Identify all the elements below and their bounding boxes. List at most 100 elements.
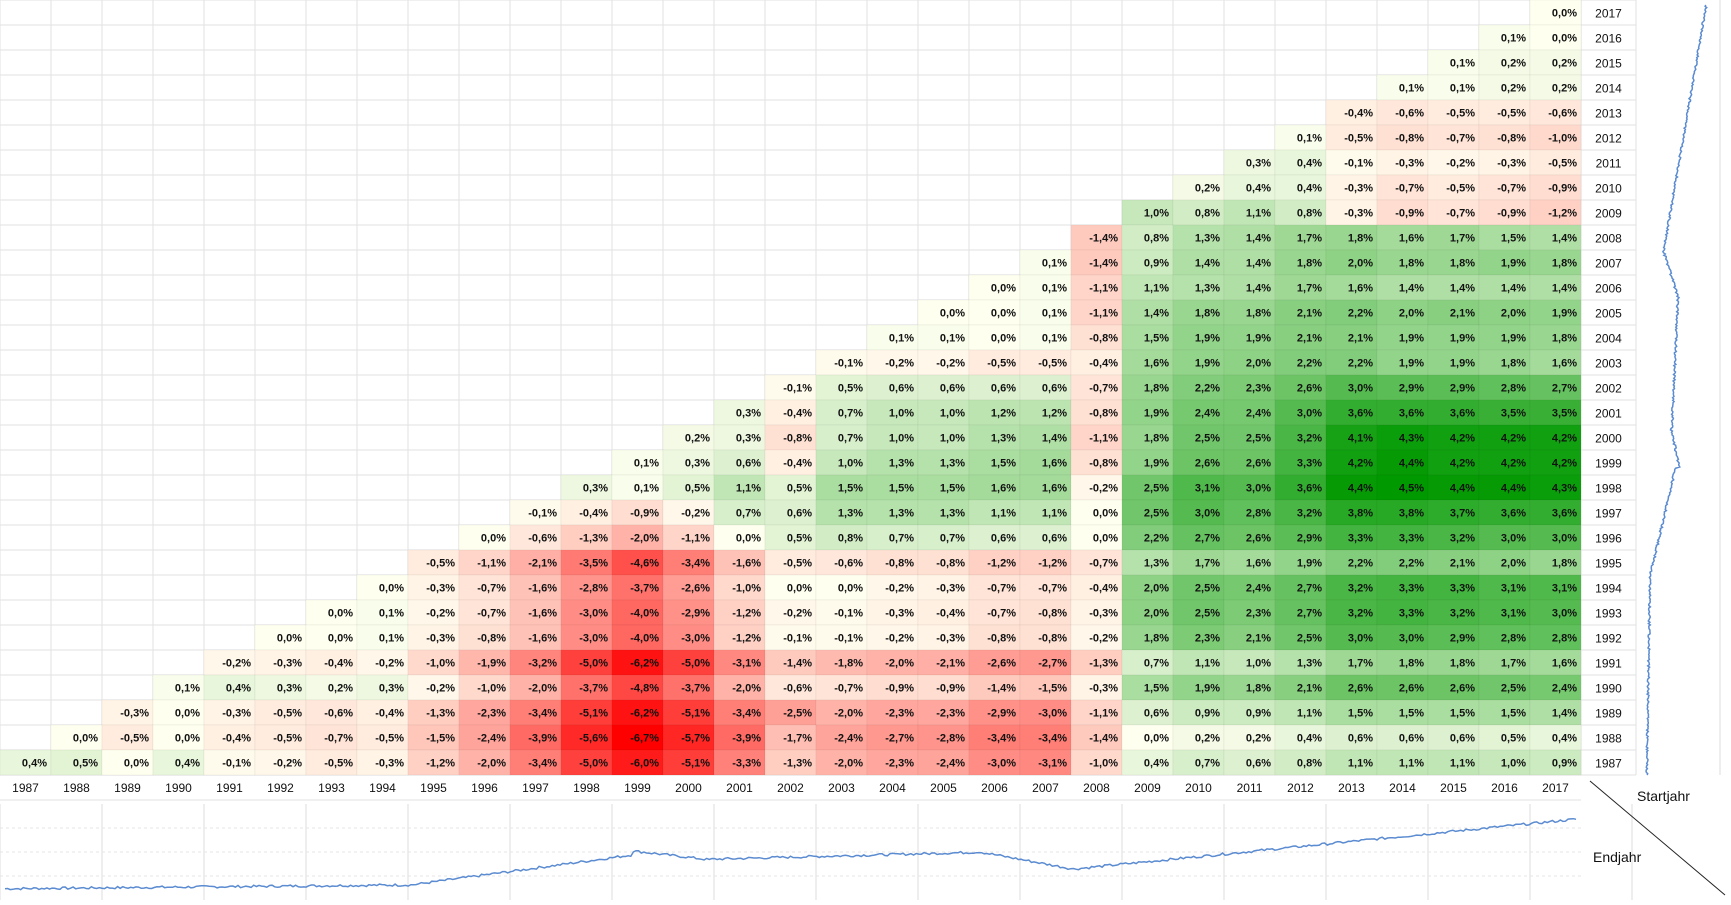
heatmap-cell-label: -0,4%: [222, 733, 251, 745]
heatmap-cell-label: -1,5%: [426, 733, 455, 745]
heatmap-cell-label: 2,5%: [1144, 508, 1169, 520]
heatmap-cell-label: 0,1%: [940, 333, 965, 345]
heatmap-cell: [968, 299, 1021, 326]
heatmap-cell-label: 3,8%: [1348, 508, 1373, 520]
heatmap-cell-label: -0,7%: [1497, 183, 1526, 195]
heatmap-cell-label: -0,2%: [426, 683, 455, 695]
heatmap-cell-label: 2,5%: [1501, 683, 1526, 695]
heatmap-cell-label: 2,1%: [1450, 558, 1475, 570]
heatmap-cell-label: -0,2%: [885, 633, 914, 645]
heatmap-cell-label: 1,8%: [1399, 258, 1424, 270]
heatmap-cell: [1019, 424, 1072, 451]
heatmap-cell: [968, 349, 1021, 376]
heatmap-cell-label: 0,5%: [787, 533, 812, 545]
heatmap-cell: [1223, 274, 1276, 301]
heatmap-cell-label: 1,8%: [1246, 308, 1271, 320]
heatmap-cell-label: 0,4%: [1246, 183, 1271, 195]
heatmap-cell-label: 3,3%: [1399, 583, 1424, 595]
heatmap-cell-label: 1,5%: [1501, 708, 1526, 720]
heatmap-cell: [1529, 0, 1582, 26]
endjahr-tick-label: 1998: [573, 781, 600, 795]
heatmap-cell: [815, 524, 868, 551]
heatmap-cell: [560, 499, 613, 526]
heatmap-cell: [1529, 99, 1582, 126]
heatmap-cell-label: 3,1%: [1195, 483, 1220, 495]
heatmap-cell-label: -3,0%: [681, 633, 710, 645]
heatmap-cell: [1019, 649, 1072, 676]
heatmap-cell: [968, 324, 1021, 351]
heatmap-cell: [560, 574, 613, 601]
heatmap-cell: [1529, 399, 1582, 426]
heatmap-cell-label: 0,4%: [1297, 183, 1322, 195]
heatmap-cell: [1529, 24, 1582, 51]
heatmap-cell-label: 2,5%: [1297, 633, 1322, 645]
heatmap-cell-label: 1,3%: [889, 508, 914, 520]
heatmap-cell-label: 4,4%: [1501, 483, 1526, 495]
heatmap-cell-label: -3,7%: [630, 583, 659, 595]
startjahr-tick-label: 2002: [1595, 382, 1622, 396]
heatmap-cell: [1070, 424, 1123, 451]
heatmap-cell: [1223, 599, 1276, 626]
heatmap-cell-label: 1,4%: [1195, 258, 1220, 270]
heatmap-cell-label: -3,7%: [681, 683, 710, 695]
heatmap-cell-label: 3,2%: [1348, 583, 1373, 595]
heatmap-cell-label: 0,9%: [1246, 708, 1271, 720]
heatmap-cell-label: -2,4%: [477, 733, 506, 745]
heatmap-cell: [1121, 249, 1174, 276]
heatmap-cell-label: 1,2%: [1042, 408, 1067, 420]
heatmap-cell: [1529, 574, 1582, 601]
heatmap-cell: [917, 574, 970, 601]
heatmap-cell: [1529, 324, 1582, 351]
heatmap-cell-label: -2,0%: [885, 658, 914, 670]
heatmap-cell: [662, 649, 715, 676]
price-index-line-horizontal: [4, 817, 1577, 891]
heatmap-cell-label: 1,5%: [991, 458, 1016, 470]
heatmap-cell: [1529, 599, 1582, 626]
heatmap-cell: [662, 624, 715, 651]
heatmap-cell-label: 1,6%: [1042, 458, 1067, 470]
heatmap-cell-label: -0,6%: [1548, 108, 1577, 120]
heatmap-cell: [1121, 624, 1174, 651]
heatmap-cell-label: 1,7%: [1348, 658, 1373, 670]
heatmap-cell-label: 1,4%: [1450, 283, 1475, 295]
heatmap-cell-label: 0,5%: [1501, 733, 1526, 745]
heatmap-cell-label: 4,2%: [1501, 458, 1526, 470]
heatmap-cell: [1427, 249, 1480, 276]
heatmap-cell: [611, 624, 664, 651]
startjahr-tick-label: 1995: [1595, 557, 1622, 571]
heatmap-cell-label: 3,0%: [1552, 608, 1577, 620]
heatmap-cell: [305, 699, 358, 726]
heatmap-cell: [611, 524, 664, 551]
startjahr-tick-label: 2009: [1595, 207, 1622, 221]
heatmap-cell-label: 1,4%: [1501, 283, 1526, 295]
heatmap-cell: [1427, 299, 1480, 326]
heatmap-cell: [968, 424, 1021, 451]
heatmap-cell: [917, 649, 970, 676]
heatmap-cell: [407, 549, 460, 576]
startjahr-tick-label: 1992: [1595, 632, 1622, 646]
heatmap-cell: [917, 424, 970, 451]
heatmap-cell-label: 1,8%: [1501, 358, 1526, 370]
heatmap-cell: [1529, 124, 1582, 151]
heatmap-cell: [815, 499, 868, 526]
heatmap-cell-label: -1,0%: [1089, 758, 1118, 770]
heatmap-cell-label: 1,5%: [1399, 708, 1424, 720]
heatmap-cell: [713, 649, 766, 676]
heatmap-cell-label: 4,2%: [1450, 433, 1475, 445]
heatmap-cell: [1172, 574, 1225, 601]
heatmap-cell-label: -0,8%: [1395, 133, 1424, 145]
heatmap-cell-label: 2,5%: [1195, 608, 1220, 620]
heatmap-cell: [662, 699, 715, 726]
heatmap-cell: [509, 624, 562, 651]
heatmap-cell: [1172, 224, 1225, 251]
heatmap-cell-label: 2,2%: [1399, 558, 1424, 570]
heatmap-cell-label: -0,8%: [1089, 458, 1118, 470]
heatmap-cell: [1121, 449, 1174, 476]
heatmap-cell: [866, 674, 919, 701]
heatmap-cell: [713, 399, 766, 426]
heatmap-cell: [1172, 374, 1225, 401]
heatmap-cell-label: -0,3%: [426, 583, 455, 595]
heatmap-cell-label: -3,4%: [528, 758, 557, 770]
heatmap-cell: [968, 474, 1021, 501]
heatmap-cell: [1172, 549, 1225, 576]
